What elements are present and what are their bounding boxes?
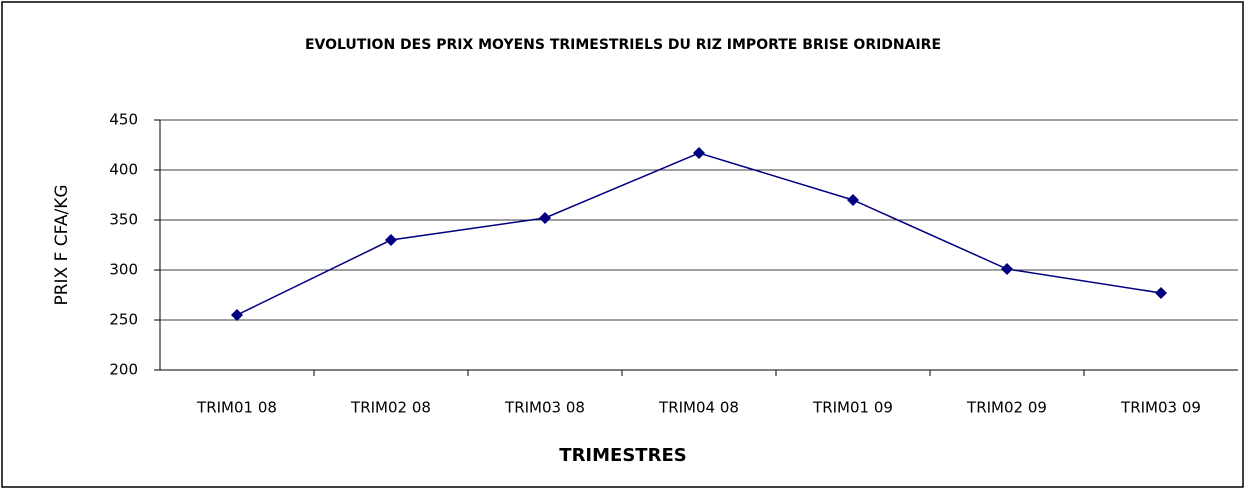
chart-title: EVOLUTION DES PRIX MOYENS TRIMESTRIELS D…	[305, 37, 941, 53]
y-tick-label: 450	[109, 111, 138, 129]
y-tick-label: 200	[109, 361, 138, 379]
y-tick-label: 350	[109, 211, 138, 229]
x-tick-label: TRIM01 09	[812, 399, 893, 417]
x-tick-label: TRIM02 09	[966, 399, 1047, 417]
y-tick-label: 400	[109, 161, 138, 179]
x-tick-label: TRIM03 08	[504, 399, 585, 417]
marker	[847, 194, 859, 206]
marker	[1155, 287, 1167, 299]
y-tick-label: 250	[109, 311, 138, 329]
x-tick-label: TRIM03 09	[1120, 399, 1201, 417]
marker	[1001, 263, 1013, 275]
marker	[231, 309, 243, 321]
x-tick-label: TRIM02 08	[350, 399, 431, 417]
y-tick-label: 300	[109, 261, 138, 279]
x-axis-title: TRIMESTRES	[559, 445, 686, 466]
x-tick-label: TRIM04 08	[658, 399, 739, 417]
marker	[693, 147, 705, 159]
y-axis-title: PRIX F CFA/KG	[52, 184, 72, 305]
marker	[385, 234, 397, 246]
marker	[539, 212, 551, 224]
x-tick-label: TRIM01 08	[196, 399, 277, 417]
